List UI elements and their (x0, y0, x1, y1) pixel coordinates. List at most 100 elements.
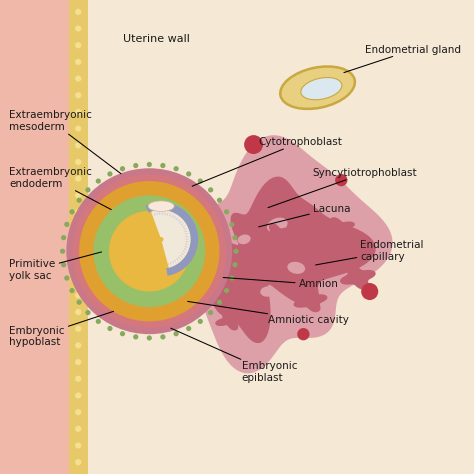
Polygon shape (182, 250, 186, 253)
Polygon shape (184, 248, 187, 250)
Circle shape (75, 459, 82, 465)
Circle shape (75, 125, 82, 132)
Polygon shape (183, 228, 187, 230)
Text: Amnion: Amnion (223, 277, 338, 290)
Polygon shape (162, 211, 163, 215)
Circle shape (79, 181, 219, 321)
Circle shape (133, 334, 138, 339)
Circle shape (232, 262, 237, 267)
Ellipse shape (260, 286, 275, 297)
Circle shape (160, 334, 165, 339)
Circle shape (217, 300, 222, 305)
Circle shape (160, 163, 165, 168)
Polygon shape (175, 217, 179, 220)
Polygon shape (69, 0, 88, 474)
Circle shape (335, 174, 347, 186)
Circle shape (75, 25, 82, 32)
Polygon shape (159, 211, 160, 215)
Polygon shape (166, 212, 168, 216)
Circle shape (107, 171, 112, 176)
Text: Amniotic cavity: Amniotic cavity (188, 301, 349, 325)
Circle shape (75, 159, 82, 165)
Circle shape (75, 42, 82, 48)
Circle shape (75, 409, 82, 415)
Circle shape (186, 326, 191, 331)
Circle shape (75, 225, 82, 232)
Circle shape (75, 9, 82, 15)
Circle shape (173, 331, 179, 337)
Circle shape (297, 328, 310, 340)
Polygon shape (181, 223, 184, 226)
Polygon shape (191, 177, 376, 343)
Circle shape (173, 166, 179, 171)
Polygon shape (182, 226, 186, 228)
Polygon shape (154, 212, 155, 216)
Text: Endometrial
capillary: Endometrial capillary (316, 240, 424, 265)
Polygon shape (191, 135, 392, 374)
Circle shape (75, 142, 82, 148)
Circle shape (75, 309, 82, 315)
Circle shape (147, 162, 152, 167)
Polygon shape (151, 210, 191, 268)
Polygon shape (169, 228, 196, 246)
Polygon shape (178, 256, 181, 260)
Circle shape (96, 178, 101, 183)
Circle shape (64, 222, 69, 227)
Polygon shape (179, 221, 183, 223)
Polygon shape (169, 213, 171, 216)
Polygon shape (182, 253, 184, 255)
Text: Embryonic
hypoblast: Embryonic hypoblast (9, 311, 113, 347)
Polygon shape (164, 211, 165, 215)
Circle shape (76, 300, 82, 305)
Circle shape (109, 211, 190, 292)
Circle shape (120, 166, 125, 171)
Polygon shape (171, 214, 174, 218)
Circle shape (76, 198, 82, 203)
Circle shape (198, 319, 203, 324)
Text: Syncytiotrophoblast: Syncytiotrophoblast (268, 168, 418, 208)
Text: Embryonic
epiblast: Embryonic epiblast (171, 328, 297, 383)
Polygon shape (176, 258, 179, 262)
Text: Primitive
yolk sac: Primitive yolk sac (9, 252, 101, 281)
Polygon shape (146, 202, 198, 276)
Polygon shape (263, 223, 292, 244)
Text: Extraembryonic
mesoderm: Extraembryonic mesoderm (9, 110, 121, 173)
Polygon shape (293, 290, 328, 312)
Ellipse shape (287, 262, 305, 274)
Polygon shape (185, 246, 188, 248)
Circle shape (85, 187, 91, 192)
Polygon shape (167, 263, 169, 267)
Polygon shape (177, 219, 181, 222)
Ellipse shape (237, 235, 251, 244)
Circle shape (75, 275, 82, 282)
Text: Endometrial gland: Endometrial gland (344, 45, 461, 73)
Polygon shape (215, 310, 245, 330)
Ellipse shape (267, 218, 288, 233)
Circle shape (75, 426, 82, 432)
Polygon shape (185, 236, 190, 237)
Polygon shape (170, 262, 171, 266)
Circle shape (107, 326, 112, 331)
Text: Lacuna: Lacuna (259, 203, 350, 227)
Polygon shape (174, 260, 176, 264)
Polygon shape (185, 243, 189, 245)
Circle shape (61, 262, 66, 267)
Circle shape (75, 392, 82, 399)
Circle shape (75, 259, 82, 265)
Circle shape (146, 336, 152, 341)
Circle shape (75, 192, 82, 199)
Polygon shape (0, 0, 81, 474)
Polygon shape (323, 217, 355, 238)
Circle shape (75, 175, 82, 182)
Circle shape (75, 359, 82, 365)
Polygon shape (340, 265, 376, 290)
Circle shape (69, 209, 74, 214)
Circle shape (198, 178, 203, 183)
Circle shape (208, 187, 213, 192)
Circle shape (61, 235, 66, 240)
Circle shape (85, 310, 91, 315)
Polygon shape (180, 255, 183, 258)
Circle shape (75, 342, 82, 349)
Circle shape (75, 209, 82, 215)
Polygon shape (173, 215, 176, 219)
